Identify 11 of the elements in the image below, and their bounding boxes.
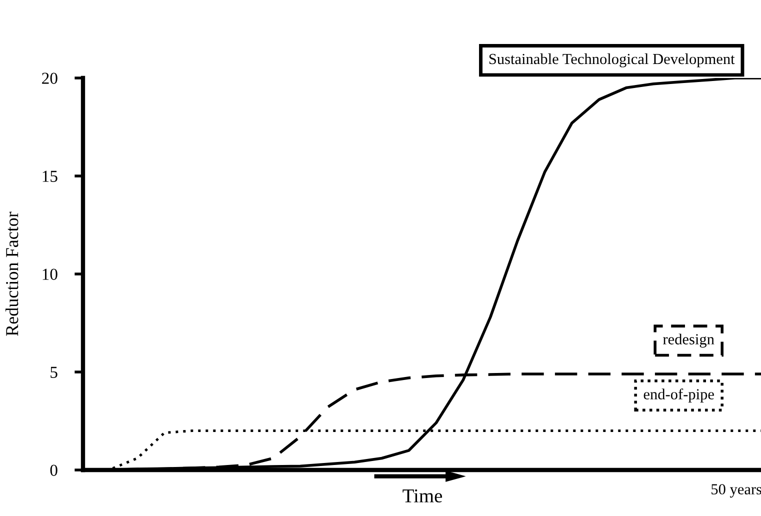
series-label: Sustainable Technological Development <box>489 53 735 68</box>
x-axis-title: Time <box>402 489 442 502</box>
text: 50 years <box>712 484 761 498</box>
y-tick-label: 10 <box>42 268 58 280</box>
y-tick-label: 5 <box>50 366 58 378</box>
series-label: redesign <box>663 334 714 348</box>
y-tick-label: 15 <box>42 170 58 182</box>
y-tick-label: 0 <box>50 464 58 476</box>
y-tick-label: 20 <box>42 72 58 84</box>
series-label: end-of-pipe <box>644 388 714 403</box>
y-axis-title: Reduction Factor <box>6 212 18 336</box>
